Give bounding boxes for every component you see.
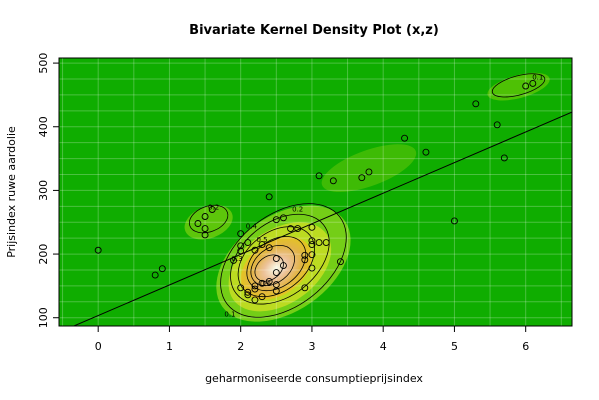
data-point bbox=[237, 247, 245, 255]
data-point bbox=[201, 231, 209, 239]
y-tick-label: 500 bbox=[37, 53, 50, 74]
data-point bbox=[279, 262, 287, 269]
y-tick-label: 100 bbox=[37, 307, 50, 328]
data-point bbox=[94, 246, 102, 254]
data-point bbox=[237, 242, 245, 250]
data-point bbox=[251, 296, 259, 304]
data-point bbox=[230, 256, 238, 264]
data-point bbox=[308, 251, 316, 259]
data-point bbox=[258, 293, 266, 301]
data-point bbox=[365, 168, 373, 176]
data-point bbox=[251, 282, 259, 290]
data-point bbox=[251, 285, 259, 293]
data-point bbox=[315, 239, 323, 247]
data-point bbox=[265, 193, 273, 201]
contour-level-label: 0.2 bbox=[208, 204, 219, 212]
contour-line bbox=[188, 204, 229, 234]
data-point bbox=[301, 284, 309, 292]
data-points bbox=[94, 80, 537, 304]
x-tick-label: 4 bbox=[380, 340, 387, 353]
contour-line bbox=[220, 203, 347, 318]
data-point bbox=[158, 265, 166, 273]
data-point bbox=[329, 177, 337, 185]
data-point bbox=[301, 251, 309, 259]
data-point bbox=[244, 288, 252, 296]
y-axis-label: Prijsindex ruwe aardolie bbox=[5, 126, 18, 258]
density-blob-left bbox=[184, 205, 233, 240]
data-point bbox=[358, 174, 366, 182]
data-point bbox=[258, 241, 266, 248]
data-point bbox=[272, 269, 280, 276]
data-point bbox=[272, 255, 280, 262]
contour-level-label: 0.4 bbox=[246, 223, 258, 231]
data-point bbox=[315, 172, 323, 180]
data-point bbox=[287, 225, 295, 233]
x-tick-label: 1 bbox=[166, 340, 173, 353]
data-point bbox=[301, 256, 309, 264]
data-point bbox=[151, 271, 159, 279]
chart-title: Bivariate Kernel Density Plot (x,z) bbox=[189, 23, 439, 38]
data-point bbox=[244, 239, 252, 247]
y-tick-label: 300 bbox=[37, 180, 50, 201]
data-point bbox=[279, 214, 287, 222]
y-tick-label: 200 bbox=[37, 244, 50, 265]
data-point bbox=[308, 241, 316, 248]
x-tick-label: 2 bbox=[237, 340, 244, 353]
grid-lines bbox=[59, 58, 572, 326]
contour-line bbox=[254, 254, 284, 282]
density-blob-upper bbox=[321, 144, 417, 193]
data-point bbox=[493, 121, 501, 129]
data-point bbox=[500, 154, 508, 162]
regression-line bbox=[72, 111, 572, 326]
data-point bbox=[308, 237, 316, 245]
data-point bbox=[522, 82, 530, 90]
x-axis-label: geharmoniseerde consumptieprijsindex bbox=[205, 372, 423, 385]
data-point bbox=[265, 244, 273, 252]
contour-level-label: 0.1 bbox=[532, 74, 543, 82]
contour-level-label: 0.5 bbox=[256, 236, 267, 244]
contour-level-label: 0.2 bbox=[292, 205, 303, 213]
axes: 0 1 2 3 4 5 6 100 200 300 400 500 bbox=[37, 53, 529, 353]
contour-line bbox=[237, 226, 315, 298]
data-point bbox=[258, 279, 266, 287]
data-point bbox=[308, 223, 316, 231]
data-point bbox=[244, 291, 252, 299]
x-tick-label: 6 bbox=[522, 340, 529, 353]
data-point bbox=[201, 213, 209, 220]
plot-frame bbox=[58, 57, 573, 327]
data-point bbox=[251, 246, 259, 254]
data-point bbox=[294, 225, 302, 233]
data-point bbox=[308, 264, 316, 272]
data-point bbox=[272, 287, 280, 295]
regression-line-group bbox=[72, 111, 572, 326]
density-blob-top bbox=[487, 72, 550, 101]
data-point bbox=[208, 206, 216, 213]
data-point bbox=[237, 284, 245, 292]
data-point bbox=[422, 148, 430, 156]
data-point bbox=[336, 258, 344, 266]
x-tick-label: 5 bbox=[451, 340, 458, 353]
data-point bbox=[529, 80, 537, 87]
contour-level-label: 0.1 bbox=[224, 310, 235, 318]
contour-line bbox=[250, 244, 295, 287]
data-point bbox=[272, 216, 280, 224]
data-point bbox=[450, 217, 458, 225]
y-tick-label: 400 bbox=[37, 116, 50, 137]
density-blob-peak bbox=[240, 236, 312, 300]
data-point bbox=[401, 134, 409, 142]
data-point bbox=[322, 239, 330, 247]
data-point bbox=[237, 230, 245, 238]
contour-level-label: 0.6 bbox=[260, 280, 272, 288]
data-point bbox=[472, 100, 480, 108]
x-tick-label: 3 bbox=[308, 340, 315, 353]
data-point bbox=[194, 220, 202, 227]
data-point bbox=[265, 277, 273, 285]
x-tick-label: 0 bbox=[95, 340, 102, 353]
contour-line bbox=[230, 213, 330, 305]
contour-level-label: 0.3 bbox=[232, 255, 243, 263]
contour-line bbox=[491, 73, 546, 98]
